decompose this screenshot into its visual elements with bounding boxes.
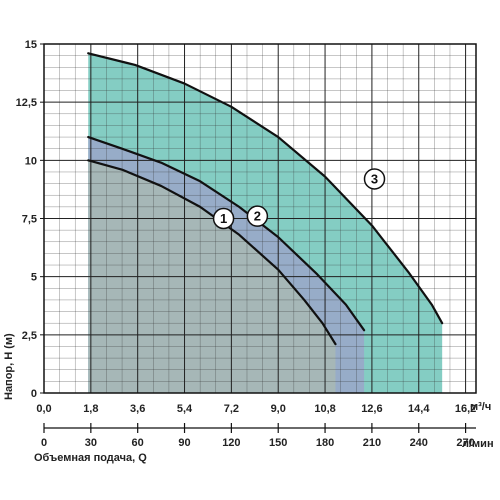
secondary-x-tick-label: 180	[316, 437, 334, 449]
secondary-x-tick-label: 90	[178, 437, 190, 449]
y-tick-label: 0	[31, 388, 37, 400]
x-tick-label: 5,4	[177, 403, 193, 415]
chart-grid	[43, 43, 476, 394]
y-tick-label: 7,5	[22, 214, 37, 226]
curve-label-circle-2	[246, 205, 269, 227]
y-tick-label: 15	[25, 39, 37, 51]
curve-label-3: 3	[371, 171, 378, 186]
x-tick-label: 7,2	[224, 403, 239, 415]
x-axis-secondary-unit: л/мин	[462, 438, 494, 450]
x-tick-label: 3,6	[130, 403, 145, 415]
x-tick-label: 14,4	[408, 403, 430, 415]
x-tick-label: 9,0	[271, 403, 286, 415]
x-axis-secondary-title: Объемная подача, Q	[34, 452, 147, 464]
secondary-x-tick-label: 30	[85, 437, 97, 449]
x-tick-label: 0,0	[36, 403, 51, 415]
pump-curve-2	[87, 135, 366, 332]
pump-curve-1	[87, 159, 337, 346]
secondary-x-tick-label: 0	[41, 437, 47, 449]
secondary-x-tick-label: 60	[132, 437, 144, 449]
curve-labels: 1 2 3	[212, 168, 386, 230]
x-tick-label: 16,2	[455, 403, 476, 415]
curve-label-2: 2	[254, 209, 261, 224]
y-tick-label: 12,5	[16, 97, 37, 109]
pump-curve-3	[87, 52, 444, 325]
secondary-x-tick-label: 270	[456, 437, 474, 449]
curve-label-circle-3	[363, 168, 386, 190]
x-tick-label: 10,8	[314, 403, 335, 415]
x-axis-primary-unit: м³/ч	[470, 401, 491, 413]
y-tick-label: 2,5	[22, 330, 37, 342]
pump-curves	[87, 52, 444, 346]
curve-label-circle-1	[212, 207, 235, 230]
secondary-x-tick-label: 120	[222, 437, 240, 449]
secondary-x-tick-label: 240	[410, 437, 428, 449]
y-tick-label: 5	[31, 272, 37, 284]
x-tick-label: 12,6	[361, 403, 382, 415]
secondary-x-tick-label: 150	[269, 437, 287, 449]
y-axis-title: Напор, H (м)	[3, 333, 15, 400]
secondary-x-tick-label: 210	[363, 437, 381, 449]
curve-label-1: 1	[220, 211, 227, 226]
y-tick-label: 10	[25, 155, 37, 167]
x-tick-label: 1,8	[83, 403, 98, 415]
